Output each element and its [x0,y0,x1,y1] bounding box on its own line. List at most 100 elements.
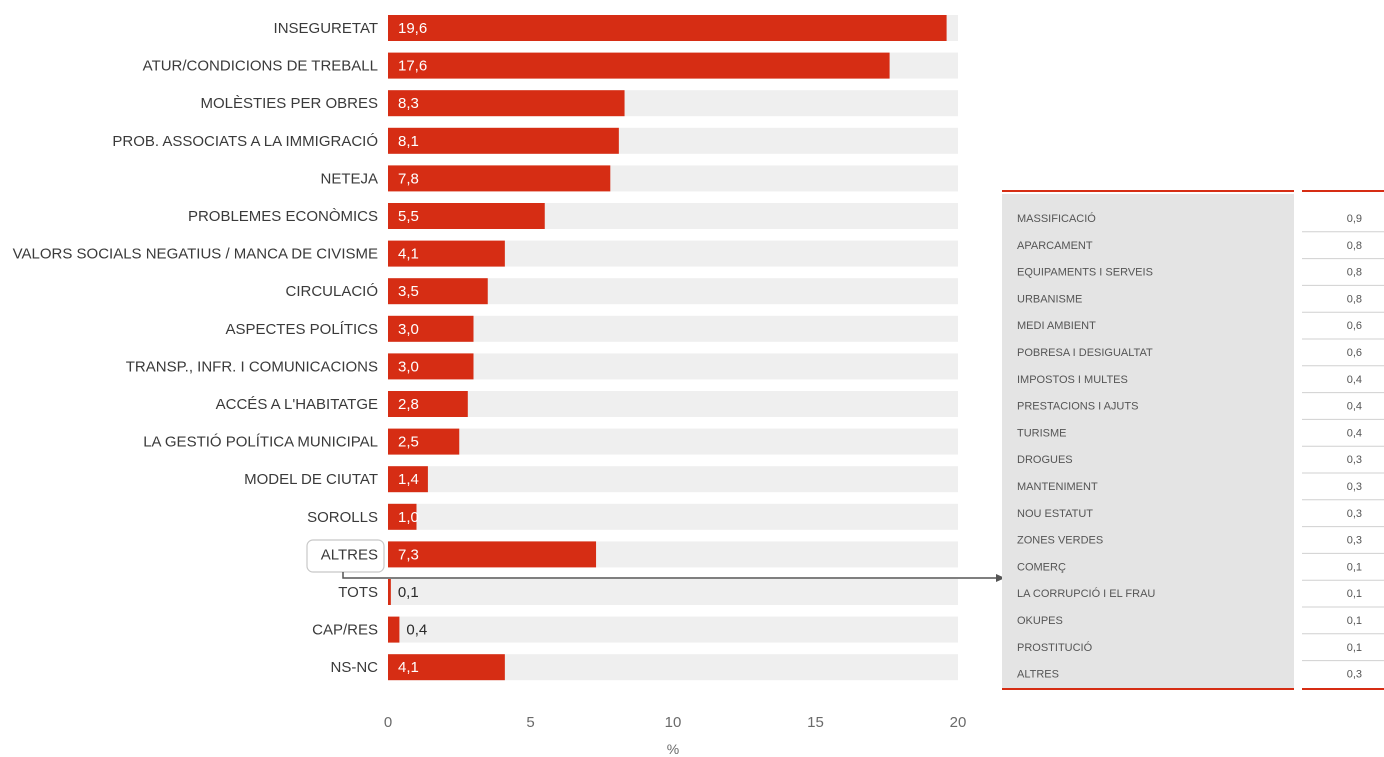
table-row-value: 0,9 [1347,213,1362,225]
bar [388,391,468,417]
altres-callout [306,539,1005,582]
category-label: CAP/RES [312,622,378,639]
bar-track [388,466,958,493]
bar [388,278,488,305]
bar-track [388,579,958,605]
category-label: TOTS [338,584,378,601]
table-row-value: 0,8 [1347,240,1362,252]
table-row-label: URBANISME [1017,293,1082,305]
category-label: NS-NC [331,659,379,676]
bar-track [388,315,958,342]
table-row-label: APARCAMENT [1017,240,1093,252]
category-label: ASPECTES POLÍTICS [225,321,378,338]
table-row-value: 0,4 [1347,427,1362,439]
data-label: 3,5 [398,283,419,300]
bar-track [388,503,958,530]
x-tick-label: 0 [384,714,392,731]
table-row-value: 0,1 [1347,642,1362,654]
data-label: 8,3 [398,95,419,112]
data-label: 1,0 [398,509,419,526]
data-label: 0,4 [406,622,427,639]
bar [388,353,474,380]
table-row-label: LA CORRUPCIÓ I EL FRAU [1017,587,1155,600]
table-row-label: ZONES VERDES [1017,535,1103,547]
bar-track [388,391,958,417]
category-label: PROBLEMES ECONÒMICS [188,208,378,225]
table-row-label: MASSIFICACIÓ [1017,212,1096,225]
x-tick-label: 20 [950,714,967,731]
altres-arrow-head [996,574,1005,582]
bar [388,428,460,455]
table-row-value: 0,1 [1347,615,1362,627]
data-label: 2,5 [398,434,419,451]
category-label: TRANSP., INFR. I COMUNICACIONS [126,358,378,375]
bar [388,654,505,681]
data-label: 19,6 [398,20,427,37]
bar-track [388,428,958,455]
data-label: 17,6 [398,58,427,75]
table-row-label: NOU ESTATUT [1017,508,1093,520]
category-label: SOROLLS [307,509,378,526]
bar [388,52,890,79]
category-label: ACCÉS A L'HABITATGE [216,396,378,413]
table-row-value: 0,3 [1347,454,1362,466]
table-row-label: EQUIPAMENTS I SERVEIS [1017,267,1153,279]
bar [388,165,611,192]
table-row-value: 0,6 [1347,347,1362,359]
bar [388,15,947,41]
table-row-label: TURISME [1017,427,1067,439]
category-label: PROB. ASSOCIATS A LA IMMIGRACIÓ [112,133,378,150]
table-row-value: 0,3 [1347,508,1362,520]
table-row-label: PROSTITUCIÓ [1017,641,1093,654]
bar [388,240,505,267]
category-label: NETEJA [320,170,378,187]
data-label: 1,4 [398,471,419,488]
category-label: VALORS SOCIALS NEGATIUS / MANCA DE CIVIS… [13,246,378,263]
x-tick-label: 15 [807,714,824,731]
data-label: 2,8 [398,396,419,413]
data-label: 7,3 [398,546,419,563]
bar-track [388,616,958,643]
altres-breakdown-table: MASSIFICACIÓ 0,9 APARCAMENT 0,8 EQUIPAMENTS … [1002,190,1384,690]
category-label: INSEGURETAT [274,20,378,37]
table-row-label: IMPOSTOS I MULTES [1017,374,1128,386]
table-row-label: OKUPES [1017,615,1063,627]
bar [388,127,619,154]
table-row-value: 0,4 [1347,401,1362,413]
table-row-label: MANTENIMENT [1017,481,1098,493]
table-row-label: ALTRES [1017,669,1059,681]
table-row-value: 0,8 [1347,293,1362,305]
table-row-value: 0,1 [1347,561,1362,573]
bar [388,541,597,568]
category-label: MOLÈSTIES PER OBRES [200,95,378,112]
bar [388,466,428,493]
table-row-label: MEDI AMBIENT [1017,320,1096,332]
data-label: 3,0 [398,358,419,375]
data-label: 0,1 [398,584,419,601]
bar [388,203,545,229]
category-label: LA GESTIÓ POLÍTICA MUNICIPAL [143,434,378,451]
table-row-value: 0,6 [1347,320,1362,332]
table-row-value: 0,1 [1347,588,1362,600]
altres-arrow-line [342,572,998,579]
table-row-label: PRESTACIONS I AJUTS [1017,401,1138,413]
bar [388,503,417,530]
x-axis: 0 5 10 15 20 [384,714,967,731]
data-label: 7,8 [398,170,419,187]
altres-highlight-box [306,539,385,573]
table-label-panel [1002,194,1294,689]
bar [388,616,400,643]
table-row-value: 0,8 [1347,267,1362,279]
table-row-value: 0,4 [1347,374,1362,386]
table-row-value: 0,3 [1347,669,1362,681]
bar [388,90,625,117]
table-row-value: 0,3 [1347,535,1362,547]
bar [388,579,391,605]
category-label: ATUR/CONDICIONS DE TREBALL [143,58,378,75]
category-label: MODEL DE CIUTAT [244,471,378,488]
x-tick-label: 5 [526,714,534,731]
table-row-value: 0,3 [1347,481,1362,493]
table-row-label: COMERÇ [1017,561,1066,573]
bar-chart: INSEGURETAT 19,6 ATUR/CONDICIONS DE TREBAL… [13,15,958,681]
